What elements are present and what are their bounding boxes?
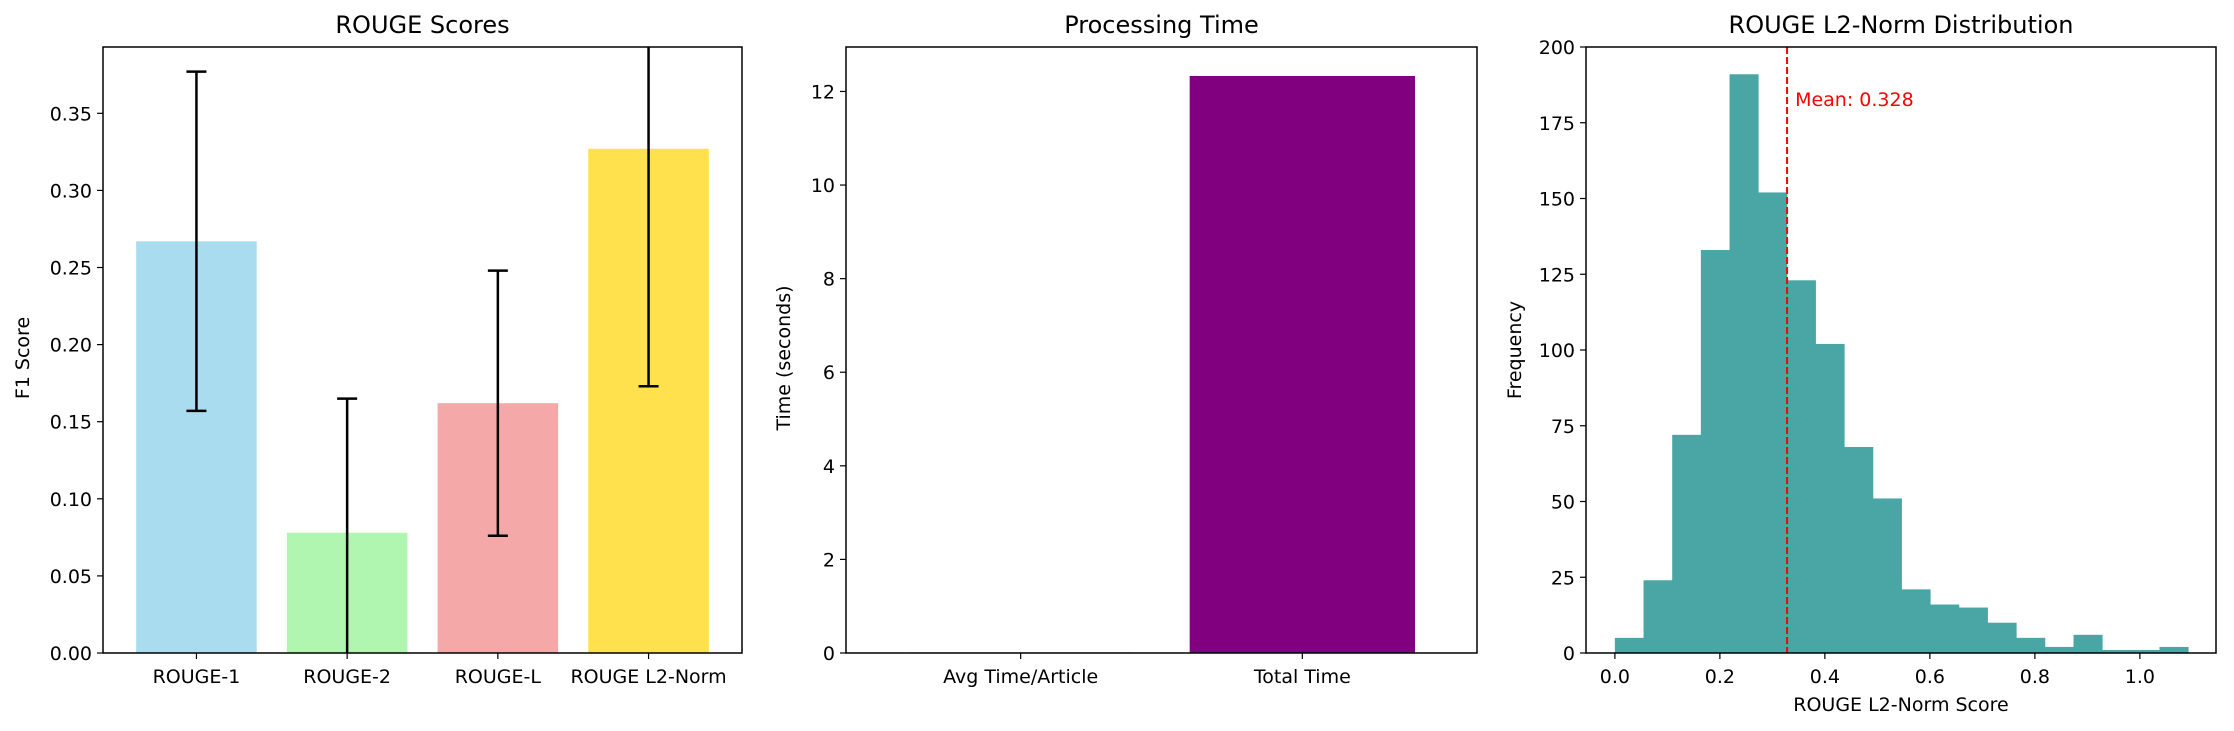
l2-norm-distribution-panel: ROUGE L2-Norm Distribution Frequency ROU… bbox=[1504, 11, 2217, 716]
x-tick-label: 0.0 bbox=[1600, 666, 1630, 688]
l2-norm-distribution-plot-frame bbox=[1585, 46, 2217, 654]
histogram-bar bbox=[1700, 250, 1730, 653]
y-tick-label: 100 bbox=[1539, 340, 1575, 362]
processing-time-plot-frame bbox=[845, 46, 1478, 654]
histogram-bar bbox=[1930, 604, 1960, 653]
y-tick-label: 4 bbox=[823, 456, 835, 478]
rouge-scores-title: ROUGE Scores bbox=[335, 11, 509, 39]
y-tick-label: 125 bbox=[1539, 264, 1575, 286]
l2-norm-distribution-title: ROUGE L2-Norm Distribution bbox=[1729, 11, 2074, 39]
y-tick-label: 50 bbox=[1551, 492, 1575, 514]
y-tick-label: 175 bbox=[1539, 113, 1575, 135]
rouge-scores-plot-frame bbox=[102, 46, 743, 654]
y-tick-label: 0.35 bbox=[50, 103, 92, 125]
x-tick-label: 0.4 bbox=[1810, 666, 1840, 688]
histogram-bar bbox=[1815, 343, 1845, 653]
mean-label: Mean: 0.328 bbox=[1795, 89, 1914, 111]
histogram-bar bbox=[1844, 446, 1874, 653]
histogram-bar bbox=[2044, 646, 2074, 653]
y-tick-label: 0.20 bbox=[50, 335, 92, 357]
histogram-bar bbox=[1872, 498, 1902, 653]
y-tick-label: 0.10 bbox=[50, 489, 92, 511]
histogram-bar bbox=[2159, 646, 2189, 653]
y-tick-label: 150 bbox=[1539, 189, 1575, 211]
y-tick-label: 10 bbox=[811, 175, 835, 197]
histogram-bar bbox=[2102, 649, 2132, 653]
l2-norm-distribution-ylabel: Frequency bbox=[1504, 301, 1526, 399]
y-tick-label: 0 bbox=[823, 643, 835, 665]
histogram-bar bbox=[1729, 74, 1759, 653]
time-bar bbox=[1189, 76, 1416, 654]
y-tick-label: 6 bbox=[823, 362, 835, 384]
x-tick-label: ROUGE-1 bbox=[153, 666, 241, 688]
x-tick-label: ROUGE L2-Norm bbox=[570, 666, 726, 688]
histogram-bar bbox=[1901, 589, 1931, 653]
y-tick-label: 12 bbox=[811, 81, 835, 103]
y-tick-label: 8 bbox=[823, 269, 835, 291]
y-tick-label: 25 bbox=[1551, 567, 1575, 589]
x-tick-label: 1.0 bbox=[2125, 666, 2155, 688]
histogram-bar bbox=[2130, 649, 2160, 653]
x-tick-label: Total Time bbox=[1253, 666, 1351, 688]
histogram-bar bbox=[1758, 192, 1788, 653]
x-tick-label: ROUGE-L bbox=[455, 666, 542, 688]
histogram-bar bbox=[2073, 634, 2103, 653]
y-tick-label: 0.25 bbox=[50, 258, 92, 280]
y-tick-label: 0.05 bbox=[50, 566, 92, 588]
y-tick-label: 0 bbox=[1563, 643, 1575, 665]
y-tick-label: 200 bbox=[1539, 37, 1575, 59]
x-tick-label: 0.8 bbox=[2020, 666, 2050, 688]
histogram-bar bbox=[1672, 434, 1702, 653]
rouge-scores-panel: ROUGE Scores F1 Score 0.00 0.05 0.10 0.15 0.… bbox=[12, 11, 743, 688]
histogram-bar bbox=[1614, 637, 1644, 653]
histogram-bar bbox=[1643, 580, 1673, 653]
histogram-bar bbox=[1786, 280, 1816, 653]
x-tick-label: 0.6 bbox=[1915, 666, 1945, 688]
y-tick-label: 0.00 bbox=[50, 643, 92, 665]
processing-time-ylabel: Time (seconds) bbox=[773, 285, 795, 431]
x-tick-label: Avg Time/Article bbox=[943, 666, 1098, 688]
histogram-bar bbox=[2016, 637, 2046, 653]
processing-time-title: Processing Time bbox=[1064, 11, 1259, 39]
y-tick-label: 75 bbox=[1551, 416, 1575, 438]
x-tick-label: 0.2 bbox=[1705, 666, 1735, 688]
histogram-bar bbox=[1987, 622, 2017, 653]
y-tick-label: 2 bbox=[823, 549, 835, 571]
x-tick-label: ROUGE-2 bbox=[303, 666, 391, 688]
rouge-scores-ylabel: F1 Score bbox=[12, 317, 34, 399]
y-tick-label: 0.15 bbox=[50, 412, 92, 434]
histogram-bar bbox=[1958, 607, 1988, 653]
y-tick-label: 0.30 bbox=[50, 180, 92, 202]
processing-time-panel: Processing Time Time (seconds) 0 2 4 6 8 10 12… bbox=[773, 11, 1478, 688]
l2-norm-distribution-xlabel: ROUGE L2-Norm Score bbox=[1793, 694, 2008, 716]
